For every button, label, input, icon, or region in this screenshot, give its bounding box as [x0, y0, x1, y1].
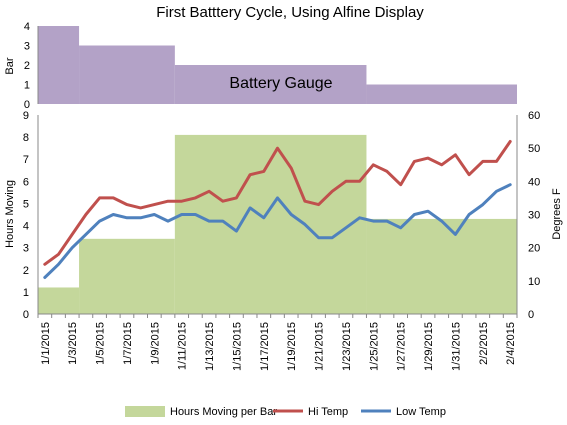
x-tick-label: 1/11/2015 [177, 322, 189, 370]
left-y-tick-label: 5 [23, 198, 29, 210]
x-tick-label: 1/21/2015 [314, 322, 326, 371]
top-y-axis-label: Bar [4, 57, 16, 74]
hi-temp-line [43, 140, 512, 266]
left-y-tick-label: 8 [23, 132, 29, 144]
x-tick-label: 1/15/2015 [231, 322, 243, 371]
legend-label-hi-temp: Hi Temp [308, 406, 348, 418]
left-y-tick-label: 3 [23, 243, 29, 255]
right-y-axis-label: Degrees F [551, 188, 563, 240]
chart-title: First Batttery Cycle, Using Alfine Displ… [156, 4, 424, 21]
left-y-tick-label: 0 [23, 309, 29, 321]
x-tick-label: 1/27/2015 [396, 322, 408, 371]
legend-swatch-hours [125, 406, 165, 417]
right-y-tick-label: 30 [528, 210, 540, 222]
top-y-tick-label: 3 [24, 41, 30, 53]
left-y-tick-label: 1 [23, 287, 29, 299]
x-tick-label: 1/23/2015 [341, 322, 353, 371]
right-y-tick-label: 60 [528, 110, 540, 122]
top-y-tick-label: 2 [24, 60, 30, 72]
x-tick-label: 1/3/2015 [67, 322, 79, 365]
left-y-tick-label: 4 [23, 221, 29, 233]
hours-temp-panel: 0 1 2 3 4 5 6 7 8 9 0 10 20 30 40 50 60 1/1/2015 1/3/201… [4, 110, 563, 371]
x-tick-label: 1/5/2015 [95, 322, 107, 365]
hours-area-step [38, 287, 80, 314]
right-y-tick-label: 10 [528, 276, 540, 288]
left-y-tick-label: 6 [23, 176, 29, 188]
x-tick-label: 1/1/2015 [40, 322, 52, 365]
x-tick-label: 1/17/2015 [259, 322, 271, 371]
legend: Hours Moving per Bar Hi Temp Low Temp [125, 406, 446, 418]
x-tick-label: 1/31/2015 [450, 322, 462, 371]
x-tick-label: 1/19/2015 [286, 322, 298, 371]
left-y-tick-label: 7 [23, 154, 29, 166]
left-y-tick-label: 9 [23, 110, 29, 122]
legend-label-hours: Hours Moving per Bar [170, 406, 277, 418]
top-y-tick-label: 4 [24, 21, 30, 33]
hours-area-step [174, 134, 367, 314]
hours-area-step [366, 218, 517, 314]
x-tick-label: 1/9/2015 [149, 322, 161, 365]
x-tick-label: 1/25/2015 [368, 322, 380, 371]
gauge-step [366, 84, 517, 104]
right-y-tick-label: 50 [528, 143, 540, 155]
x-tick-label: 1/7/2015 [122, 322, 134, 365]
legend-label-low-temp: Low Temp [396, 406, 446, 418]
right-y-tick-label: 40 [528, 176, 540, 188]
gauge-step [174, 65, 367, 104]
left-y-axis-label: Hours Moving [4, 180, 16, 248]
top-y-tick-label: 1 [24, 80, 30, 92]
x-tick-label: 1/13/2015 [204, 322, 216, 371]
x-tick-label: 2/4/2015 [505, 322, 517, 365]
right-y-tick-label: 20 [528, 243, 540, 255]
left-y-tick-label: 2 [23, 265, 29, 277]
gauge-step [79, 45, 175, 104]
x-tick-label: 2/2/2015 [478, 322, 490, 365]
x-tick-label: 1/29/2015 [423, 322, 435, 371]
right-y-tick-label: 0 [528, 309, 534, 321]
hours-area-step [79, 238, 175, 314]
top-y-tick-label: 0 [24, 99, 30, 111]
battery-gauge-annotation: Battery Gauge [229, 75, 332, 92]
low-temp-line [43, 183, 512, 279]
gauge-step [38, 26, 80, 104]
battery-gauge-panel: Battery Gauge 0 1 2 3 4 Bar [4, 21, 517, 111]
